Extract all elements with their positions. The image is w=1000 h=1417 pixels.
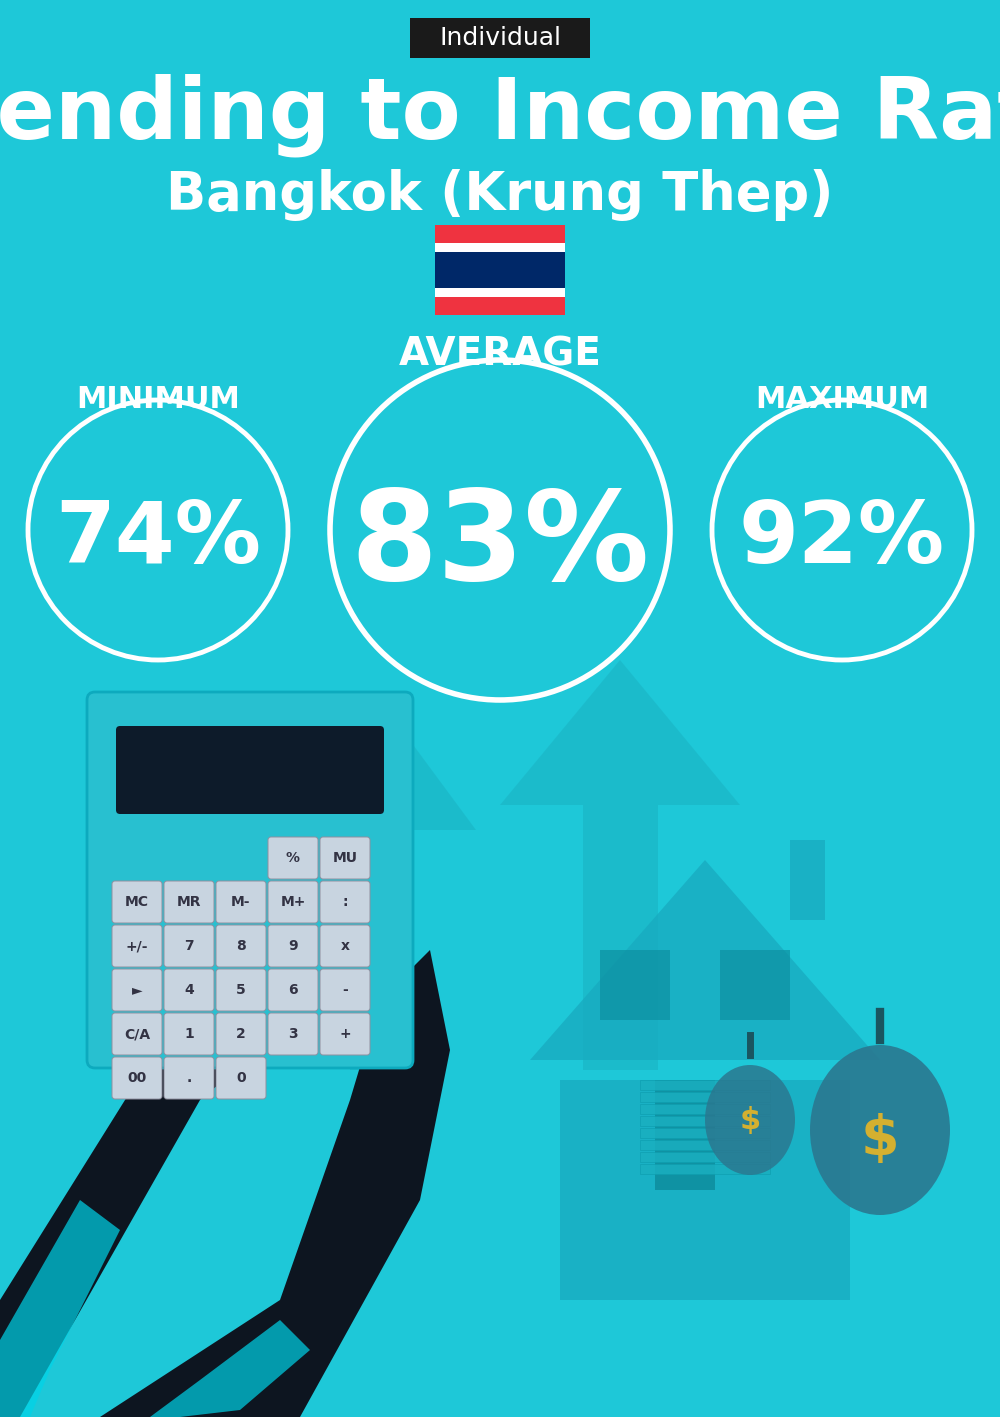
FancyBboxPatch shape	[216, 969, 266, 1010]
FancyBboxPatch shape	[320, 1013, 370, 1056]
Bar	[640, 1128, 770, 1138]
Text: MAXIMUM: MAXIMUM	[755, 385, 929, 415]
Text: Bangkok (Krung Thep): Bangkok (Krung Thep)	[166, 169, 834, 221]
Text: MR: MR	[177, 896, 201, 908]
Text: 7: 7	[184, 939, 194, 954]
Polygon shape	[150, 1321, 310, 1417]
Text: +: +	[339, 1027, 351, 1041]
FancyBboxPatch shape	[87, 691, 413, 1068]
FancyBboxPatch shape	[216, 1013, 266, 1056]
Polygon shape	[284, 700, 476, 830]
Text: M-: M-	[231, 896, 251, 908]
FancyBboxPatch shape	[320, 969, 370, 1010]
FancyBboxPatch shape	[164, 1013, 214, 1056]
FancyBboxPatch shape	[112, 881, 162, 922]
Text: $: $	[861, 1112, 899, 1168]
Text: 1: 1	[184, 1027, 194, 1041]
FancyBboxPatch shape	[164, 881, 214, 922]
FancyBboxPatch shape	[268, 1013, 318, 1056]
Text: 5: 5	[236, 983, 246, 998]
Bar	[435, 225, 565, 242]
FancyBboxPatch shape	[216, 1057, 266, 1100]
Bar	[350, 830, 410, 1070]
Polygon shape	[500, 660, 740, 805]
Polygon shape	[530, 860, 880, 1060]
Bar	[655, 1080, 715, 1190]
FancyBboxPatch shape	[216, 881, 266, 922]
Bar	[435, 242, 565, 252]
Bar	[560, 1080, 850, 1299]
Text: 8: 8	[236, 939, 246, 954]
Polygon shape	[100, 949, 450, 1417]
Text: x: x	[340, 939, 350, 954]
Bar	[435, 252, 565, 288]
Bar	[435, 298, 565, 315]
Bar	[600, 949, 670, 1020]
Text: 4: 4	[184, 983, 194, 998]
Text: M+: M+	[280, 896, 306, 908]
Text: :: :	[342, 896, 348, 908]
Text: AVERAGE: AVERAGE	[399, 336, 601, 374]
Text: $: $	[739, 1105, 761, 1135]
FancyBboxPatch shape	[112, 969, 162, 1010]
Text: 6: 6	[288, 983, 298, 998]
FancyBboxPatch shape	[112, 925, 162, 966]
Text: 0: 0	[236, 1071, 246, 1085]
Text: Spending to Income Ratio: Spending to Income Ratio	[0, 74, 1000, 157]
FancyBboxPatch shape	[320, 881, 370, 922]
FancyBboxPatch shape	[164, 969, 214, 1010]
Bar	[640, 1141, 770, 1151]
Text: -: -	[342, 983, 348, 998]
FancyBboxPatch shape	[268, 837, 318, 879]
FancyBboxPatch shape	[164, 925, 214, 966]
Text: 83%: 83%	[350, 485, 650, 605]
Ellipse shape	[810, 1044, 950, 1214]
Text: MC: MC	[125, 896, 149, 908]
Bar	[435, 288, 565, 298]
Bar	[640, 1117, 770, 1127]
Bar	[720, 949, 790, 1020]
Text: 9: 9	[288, 939, 298, 954]
Text: .: .	[186, 1071, 192, 1085]
Text: %: %	[286, 852, 300, 864]
Bar	[640, 1093, 770, 1102]
FancyBboxPatch shape	[268, 969, 318, 1010]
Text: 2: 2	[236, 1027, 246, 1041]
Text: 74%: 74%	[55, 499, 261, 581]
Bar	[582, 805, 658, 1070]
Text: 3: 3	[288, 1027, 298, 1041]
Bar	[640, 1080, 770, 1090]
FancyBboxPatch shape	[320, 837, 370, 879]
Text: 92%: 92%	[739, 499, 945, 581]
Bar	[640, 1152, 770, 1162]
Polygon shape	[0, 1200, 120, 1417]
FancyBboxPatch shape	[164, 1057, 214, 1100]
FancyBboxPatch shape	[268, 881, 318, 922]
Text: C/A: C/A	[124, 1027, 150, 1041]
FancyBboxPatch shape	[112, 1057, 162, 1100]
FancyBboxPatch shape	[216, 925, 266, 966]
FancyBboxPatch shape	[268, 925, 318, 966]
Ellipse shape	[705, 1066, 795, 1175]
Text: 00: 00	[127, 1071, 147, 1085]
Bar	[790, 840, 825, 920]
FancyBboxPatch shape	[112, 1013, 162, 1056]
FancyBboxPatch shape	[116, 726, 384, 813]
FancyBboxPatch shape	[320, 925, 370, 966]
Text: ►: ►	[132, 983, 142, 998]
Text: Individual: Individual	[439, 26, 561, 50]
Text: MINIMUM: MINIMUM	[76, 385, 240, 415]
FancyBboxPatch shape	[410, 18, 590, 58]
Text: +/-: +/-	[126, 939, 148, 954]
Text: MU: MU	[332, 852, 358, 864]
Bar	[640, 1104, 770, 1114]
Polygon shape	[0, 900, 380, 1417]
Bar	[640, 1163, 770, 1175]
